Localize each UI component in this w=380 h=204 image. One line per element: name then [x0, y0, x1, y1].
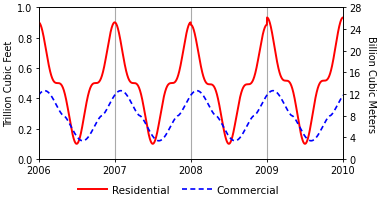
Legend: Residential, Commercial: Residential, Commercial [74, 181, 283, 199]
Commercial [176, 114, 181, 117]
Residential [74, 143, 79, 145]
Residential [332, 54, 336, 57]
Residential [176, 73, 181, 75]
Residential [36, 22, 41, 24]
Commercial [52, 100, 57, 103]
Commercial [309, 140, 314, 142]
Line: Commercial: Commercial [38, 91, 343, 141]
Commercial [276, 94, 281, 96]
Residential [52, 81, 56, 83]
Line: Residential: Residential [38, 18, 343, 144]
Commercial [332, 110, 337, 112]
Commercial [184, 101, 189, 104]
Commercial [43, 90, 47, 92]
Residential [341, 17, 345, 20]
Commercial [341, 94, 345, 97]
Residential [332, 53, 337, 55]
Residential [276, 68, 281, 70]
Y-axis label: Trillion Cubic Feet: Trillion Cubic Feet [4, 41, 14, 126]
Residential [184, 31, 189, 34]
Commercial [36, 94, 41, 97]
Commercial [332, 110, 337, 112]
Y-axis label: Billion Cubic Meters: Billion Cubic Meters [366, 35, 376, 132]
